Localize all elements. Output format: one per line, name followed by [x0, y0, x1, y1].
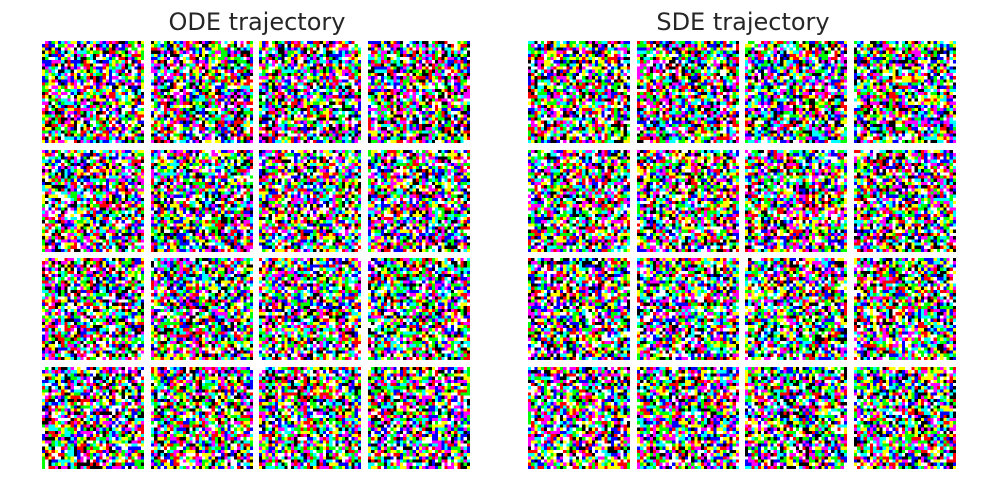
- ode-panel: ODE trajectory: [42, 0, 472, 500]
- sde-sample-tile: [528, 258, 630, 360]
- ode-panel-title: ODE trajectory: [168, 8, 346, 36]
- sde-sample-tile: [636, 258, 739, 360]
- ode-sample-tile: [259, 41, 361, 143]
- sde-sample-tile: [853, 41, 956, 143]
- sde-sample-tile: [853, 366, 956, 469]
- ode-sample-tile: [367, 41, 470, 143]
- ode-sample-tile: [42, 258, 144, 360]
- sde-sample-tile: [528, 41, 630, 143]
- ode-sample-tile: [259, 366, 361, 469]
- sde-sample-tile: [745, 41, 847, 143]
- sde-sample-tile: [745, 149, 847, 252]
- ode-sample-tile: [150, 41, 253, 143]
- sde-sample-tile: [853, 258, 956, 360]
- sde-panel: SDE trajectory: [528, 0, 958, 500]
- ode-sample-tile: [42, 149, 144, 252]
- sde-sample-grid: [528, 41, 958, 471]
- sde-sample-tile: [636, 41, 739, 143]
- ode-sample-tile: [367, 258, 470, 360]
- ode-sample-tile: [367, 149, 470, 252]
- sde-sample-tile: [853, 149, 956, 252]
- sde-sample-tile: [636, 149, 739, 252]
- sde-sample-tile: [745, 258, 847, 360]
- ode-sample-tile: [150, 366, 253, 469]
- ode-sample-tile: [367, 366, 470, 469]
- sde-panel-title: SDE trajectory: [656, 8, 830, 36]
- ode-sample-tile: [259, 258, 361, 360]
- sde-sample-tile: [528, 366, 630, 469]
- ode-sample-tile: [42, 366, 144, 469]
- ode-sample-tile: [150, 258, 253, 360]
- ode-sample-tile: [259, 149, 361, 252]
- sde-sample-tile: [528, 149, 630, 252]
- sde-sample-tile: [745, 366, 847, 469]
- ode-sample-tile: [150, 149, 253, 252]
- ode-sample-tile: [42, 41, 144, 143]
- ode-sample-grid: [42, 41, 472, 471]
- sde-sample-tile: [636, 366, 739, 469]
